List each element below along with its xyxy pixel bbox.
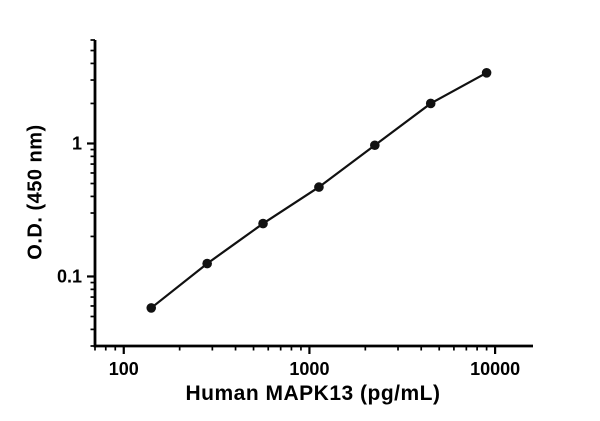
- x-tick-label: 10000: [470, 359, 520, 379]
- data-point: [481, 68, 492, 78]
- y-axis-label: O.D. (450 nm): [24, 124, 47, 260]
- data-point: [146, 303, 157, 313]
- data-point: [202, 258, 212, 269]
- data-point: [425, 98, 436, 109]
- y-tick-label: 1: [72, 133, 82, 153]
- data-point: [370, 140, 380, 151]
- x-tick-label: 1000: [289, 359, 329, 379]
- x-axis-label: Human MAPK13 (pg/mL): [185, 382, 441, 405]
- x-tick-label: 100: [109, 359, 139, 379]
- data-point: [314, 182, 324, 192]
- y-tick-label: 0.1: [57, 266, 82, 286]
- data-point: [258, 218, 268, 229]
